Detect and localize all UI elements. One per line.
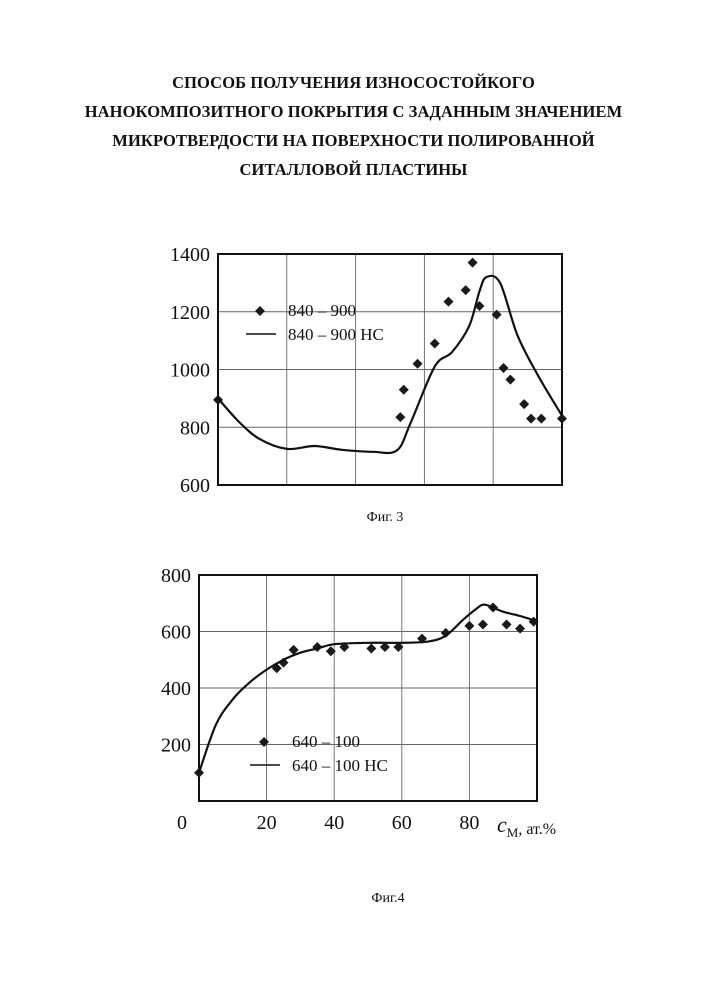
x-tick-label: 80 (459, 812, 479, 834)
plot-frame (217, 253, 563, 486)
data-point (443, 296, 454, 307)
legend-marker-points (259, 737, 269, 747)
y-tick-label: 600 (180, 475, 210, 497)
x-tick-label: 0 (177, 812, 187, 834)
data-point (536, 413, 547, 424)
data-point (429, 338, 440, 349)
y-tick-label: 1200 (170, 302, 210, 324)
title-line-2: НАНОКОМПОЗИТНОГО ПОКРЫТИЯ С ЗАДАННЫМ ЗНА… (84, 102, 623, 121)
data-point (464, 620, 475, 631)
data-point (498, 363, 509, 374)
series-line (197, 603, 534, 774)
data-point (557, 413, 567, 424)
document-title: СПОСОБ ПОЛУЧЕНИЯ ИЗНОСОСТОЙКОГО НАНОКОМП… (0, 68, 707, 184)
data-point (526, 413, 537, 424)
data-point (460, 285, 471, 296)
data-point (325, 646, 336, 657)
y-tick-label: 1400 (170, 244, 210, 266)
data-point (395, 412, 406, 423)
legend-marker-points (255, 306, 265, 316)
data-point (491, 309, 502, 320)
data-point (505, 374, 516, 385)
title-line-1: СПОСОБ ПОЛУЧЕНИЯ ИЗНОСОСТОЙКОГО (172, 73, 535, 92)
legend-label: 840 – 900 НС (288, 325, 384, 344)
y-tick-label: 800 (180, 417, 210, 439)
y-tick-label: 800 (161, 565, 191, 587)
data-point (467, 257, 478, 268)
data-point (412, 358, 423, 369)
y-tick-label: 200 (161, 735, 191, 757)
data-point (515, 623, 526, 634)
x-axis-symbol: c (497, 812, 507, 837)
series-line (217, 274, 563, 455)
figure-caption: Фиг. 3 (367, 510, 404, 525)
legend-label: 840 – 900 (288, 301, 356, 320)
legend-label: 640 – 100 (292, 732, 360, 751)
figure-caption: Фиг.4 (371, 891, 404, 906)
title-line-4: СИТАЛЛОВОЙ ПЛАСТИНЫ (239, 160, 468, 179)
data-point (440, 627, 451, 638)
x-tick-label: 40 (324, 812, 344, 834)
x-axis-unit: , ат.% (518, 821, 556, 838)
figure-3-chart: 600 800 1000 1200 1400 840 – 900 840 – 900 НС Ф… (170, 244, 567, 525)
y-tick-label: 600 (161, 622, 191, 644)
y-tick-label: 1000 (170, 360, 210, 382)
data-point (398, 384, 409, 395)
plot-frame (198, 574, 538, 802)
x-tick-label: 60 (392, 812, 412, 834)
data-point (379, 642, 390, 653)
data-point (366, 643, 377, 654)
x-tick-label: 20 (257, 812, 277, 834)
data-point (393, 642, 404, 653)
legend-label: 640 – 100 НС (292, 756, 388, 775)
x-axis-subscript: М (507, 825, 519, 840)
title-line-3: МИКРОТВЕРДОСТИ НА ПОВЕРХНОСТИ ПОЛИРОВАНН… (112, 131, 595, 150)
x-axis-label: cМ, ат.% (497, 812, 556, 840)
data-point (477, 619, 488, 630)
data-point (288, 644, 299, 655)
data-point (501, 619, 512, 630)
data-point (519, 399, 530, 410)
y-tick-label: 400 (161, 678, 191, 700)
